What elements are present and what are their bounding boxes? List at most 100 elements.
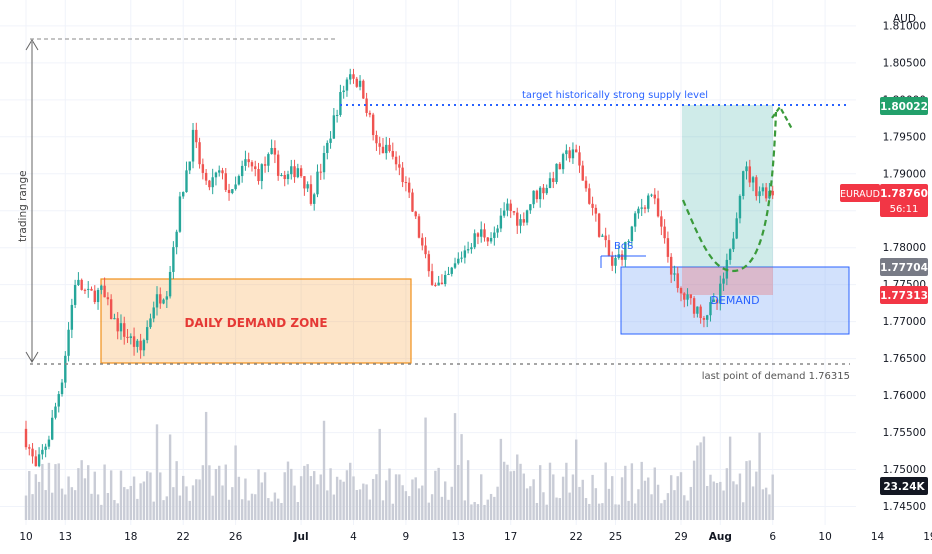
- volume-bar: [561, 476, 565, 520]
- volume-bar: [64, 494, 67, 520]
- volume-bar: [447, 499, 450, 520]
- volume-bar: [339, 479, 342, 520]
- candle-body: [480, 229, 483, 237]
- volume-bar: [493, 496, 496, 520]
- time-tick-label: 13: [452, 531, 465, 543]
- volume-bar: [254, 494, 257, 520]
- candle-body: [178, 196, 182, 232]
- candle-body: [771, 190, 774, 196]
- candle-body: [126, 336, 129, 338]
- volume-bar: [244, 478, 247, 520]
- candle-body: [119, 323, 123, 332]
- volume-bar: [375, 474, 378, 520]
- candle-body: [607, 240, 611, 257]
- candle-body: [620, 254, 624, 260]
- volume-bar: [60, 488, 64, 520]
- countdown-text: 56:11: [890, 204, 919, 215]
- candle-body: [247, 159, 250, 163]
- candle-body: [732, 238, 735, 250]
- candle-body: [339, 92, 342, 115]
- volume-bar: [77, 468, 80, 520]
- candle-body: [532, 190, 535, 205]
- candle-body: [633, 213, 637, 227]
- volume-bar: [198, 479, 201, 520]
- volume-bar: [578, 486, 581, 520]
- candle-body: [257, 169, 260, 182]
- time-axis[interactable]: [0, 525, 932, 550]
- candle-body: [529, 204, 532, 211]
- candle-body: [54, 406, 57, 418]
- volume-bar: [745, 461, 748, 520]
- price-tick-label: 1.75000: [883, 464, 926, 476]
- candle-body: [218, 170, 221, 173]
- volume-bar: [103, 464, 106, 520]
- demand-top-text: 1.77704: [880, 262, 928, 274]
- volume-bar: [385, 480, 388, 520]
- volume-bar: [106, 493, 110, 520]
- candle-body: [145, 327, 149, 341]
- volume-bar: [719, 481, 722, 520]
- volume-bar: [545, 504, 548, 520]
- candle-body: [47, 439, 51, 447]
- volume-bar: [571, 474, 575, 520]
- volume-bar: [83, 478, 87, 520]
- price-tick-label: 1.79500: [883, 131, 926, 143]
- candle-body: [80, 279, 83, 290]
- candle-body: [597, 213, 601, 237]
- volume-bar: [712, 481, 715, 520]
- symbol-tag: [840, 184, 880, 202]
- projected-path-arrow-head: [771, 104, 793, 130]
- demand-zone-label: DEMAND: [710, 294, 759, 307]
- time-tick-label: 29: [674, 531, 687, 543]
- candle-body: [676, 273, 679, 288]
- volume-bar: [381, 500, 385, 520]
- volume-bar: [584, 498, 588, 520]
- candle-body: [742, 171, 745, 196]
- volume-bar: [191, 485, 195, 520]
- volume-bar: [221, 485, 224, 520]
- volume-bar: [529, 486, 532, 520]
- candle-body: [41, 449, 44, 455]
- candle-body: [683, 293, 686, 300]
- candle-body: [322, 153, 326, 173]
- volume-bar: [686, 500, 689, 520]
- candle-body: [188, 161, 191, 171]
- volume-bar: [692, 460, 696, 520]
- candle-body: [738, 195, 742, 219]
- volume-bar: [715, 482, 719, 520]
- volume-bar: [388, 468, 391, 520]
- candle-body: [132, 336, 136, 347]
- candle-body: [244, 159, 247, 166]
- candle-body: [447, 273, 450, 275]
- time-tick-label: 10: [818, 531, 831, 543]
- time-tick-label: Aug: [709, 531, 732, 543]
- volume-bar: [352, 476, 355, 520]
- time-tick-label: 19: [923, 531, 932, 543]
- volume-bar: [329, 468, 332, 520]
- volume-bar: [309, 476, 313, 520]
- candle-body: [254, 166, 257, 170]
- candle-body: [407, 182, 411, 193]
- candle-body: [669, 256, 673, 275]
- candle-body: [182, 192, 185, 197]
- candle-body: [647, 195, 650, 209]
- volume-bar: [764, 487, 768, 520]
- price-tick-label: 1.78000: [883, 242, 926, 254]
- trading-range-label: trading range: [17, 170, 29, 242]
- candle-body: [149, 318, 152, 328]
- candle-body: [601, 235, 604, 237]
- candle-body: [575, 149, 578, 153]
- candle-body: [263, 164, 267, 166]
- candle-body: [155, 294, 159, 308]
- volume-bar: [237, 476, 241, 520]
- trading-range-arrow-head-top: [25, 39, 39, 51]
- candle-body: [715, 299, 719, 304]
- candle-body: [643, 207, 647, 209]
- target-label: target historically strong supply level: [522, 90, 708, 101]
- candle-body: [561, 154, 565, 170]
- volume-bar: [453, 413, 457, 520]
- candle-body: [34, 456, 38, 467]
- candle-body: [764, 187, 768, 199]
